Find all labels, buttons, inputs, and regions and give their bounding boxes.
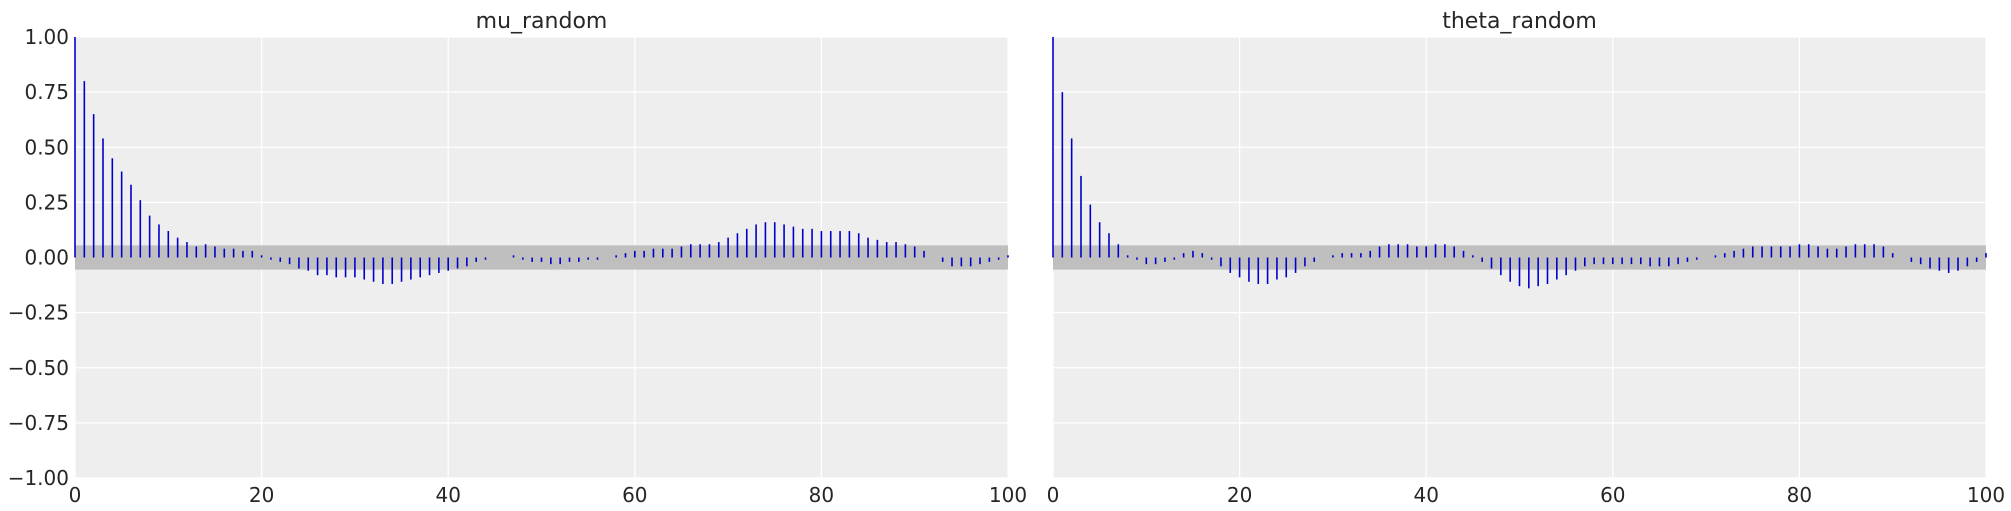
x-tick-label: 20 [1227,483,1252,507]
chart-title: mu_random [476,9,608,34]
x-tick-label: 0 [69,483,82,507]
y-tick-label: 0.25 [24,190,69,214]
x-tick-label: 80 [809,483,834,507]
y-tick-label: −0.50 [8,356,69,380]
chart-title: theta_random [1442,9,1597,34]
y-tick-label: 0.50 [24,135,69,159]
x-tick-label: 60 [622,483,647,507]
x-tick-label: 40 [1413,483,1438,507]
y-tick-label: 0.75 [24,80,69,104]
acf-panel-1: mu_random 0 20 40 60 80 100 −1.00 −0.75 −0.50 −0.2… [8,9,1027,507]
y-tick-label: −0.75 [8,411,69,435]
x-tick-label: 100 [989,483,1027,507]
y-tick-label: −0.25 [8,301,69,325]
x-tick-label: 60 [1600,483,1625,507]
y-tick-label: 0.00 [24,246,69,270]
x-tick-label: 20 [249,483,274,507]
x-tick-label: 100 [1967,483,2005,507]
y-tick-label: −1.00 [8,466,69,490]
x-tick-label: 40 [435,483,460,507]
x-tick-label: 0 [1047,483,1060,507]
acf-panel-2: theta_random 0 20 40 60 80 100 [1047,9,2005,507]
y-tick-label: 1.00 [24,25,69,49]
x-tick-label: 80 [1787,483,1812,507]
